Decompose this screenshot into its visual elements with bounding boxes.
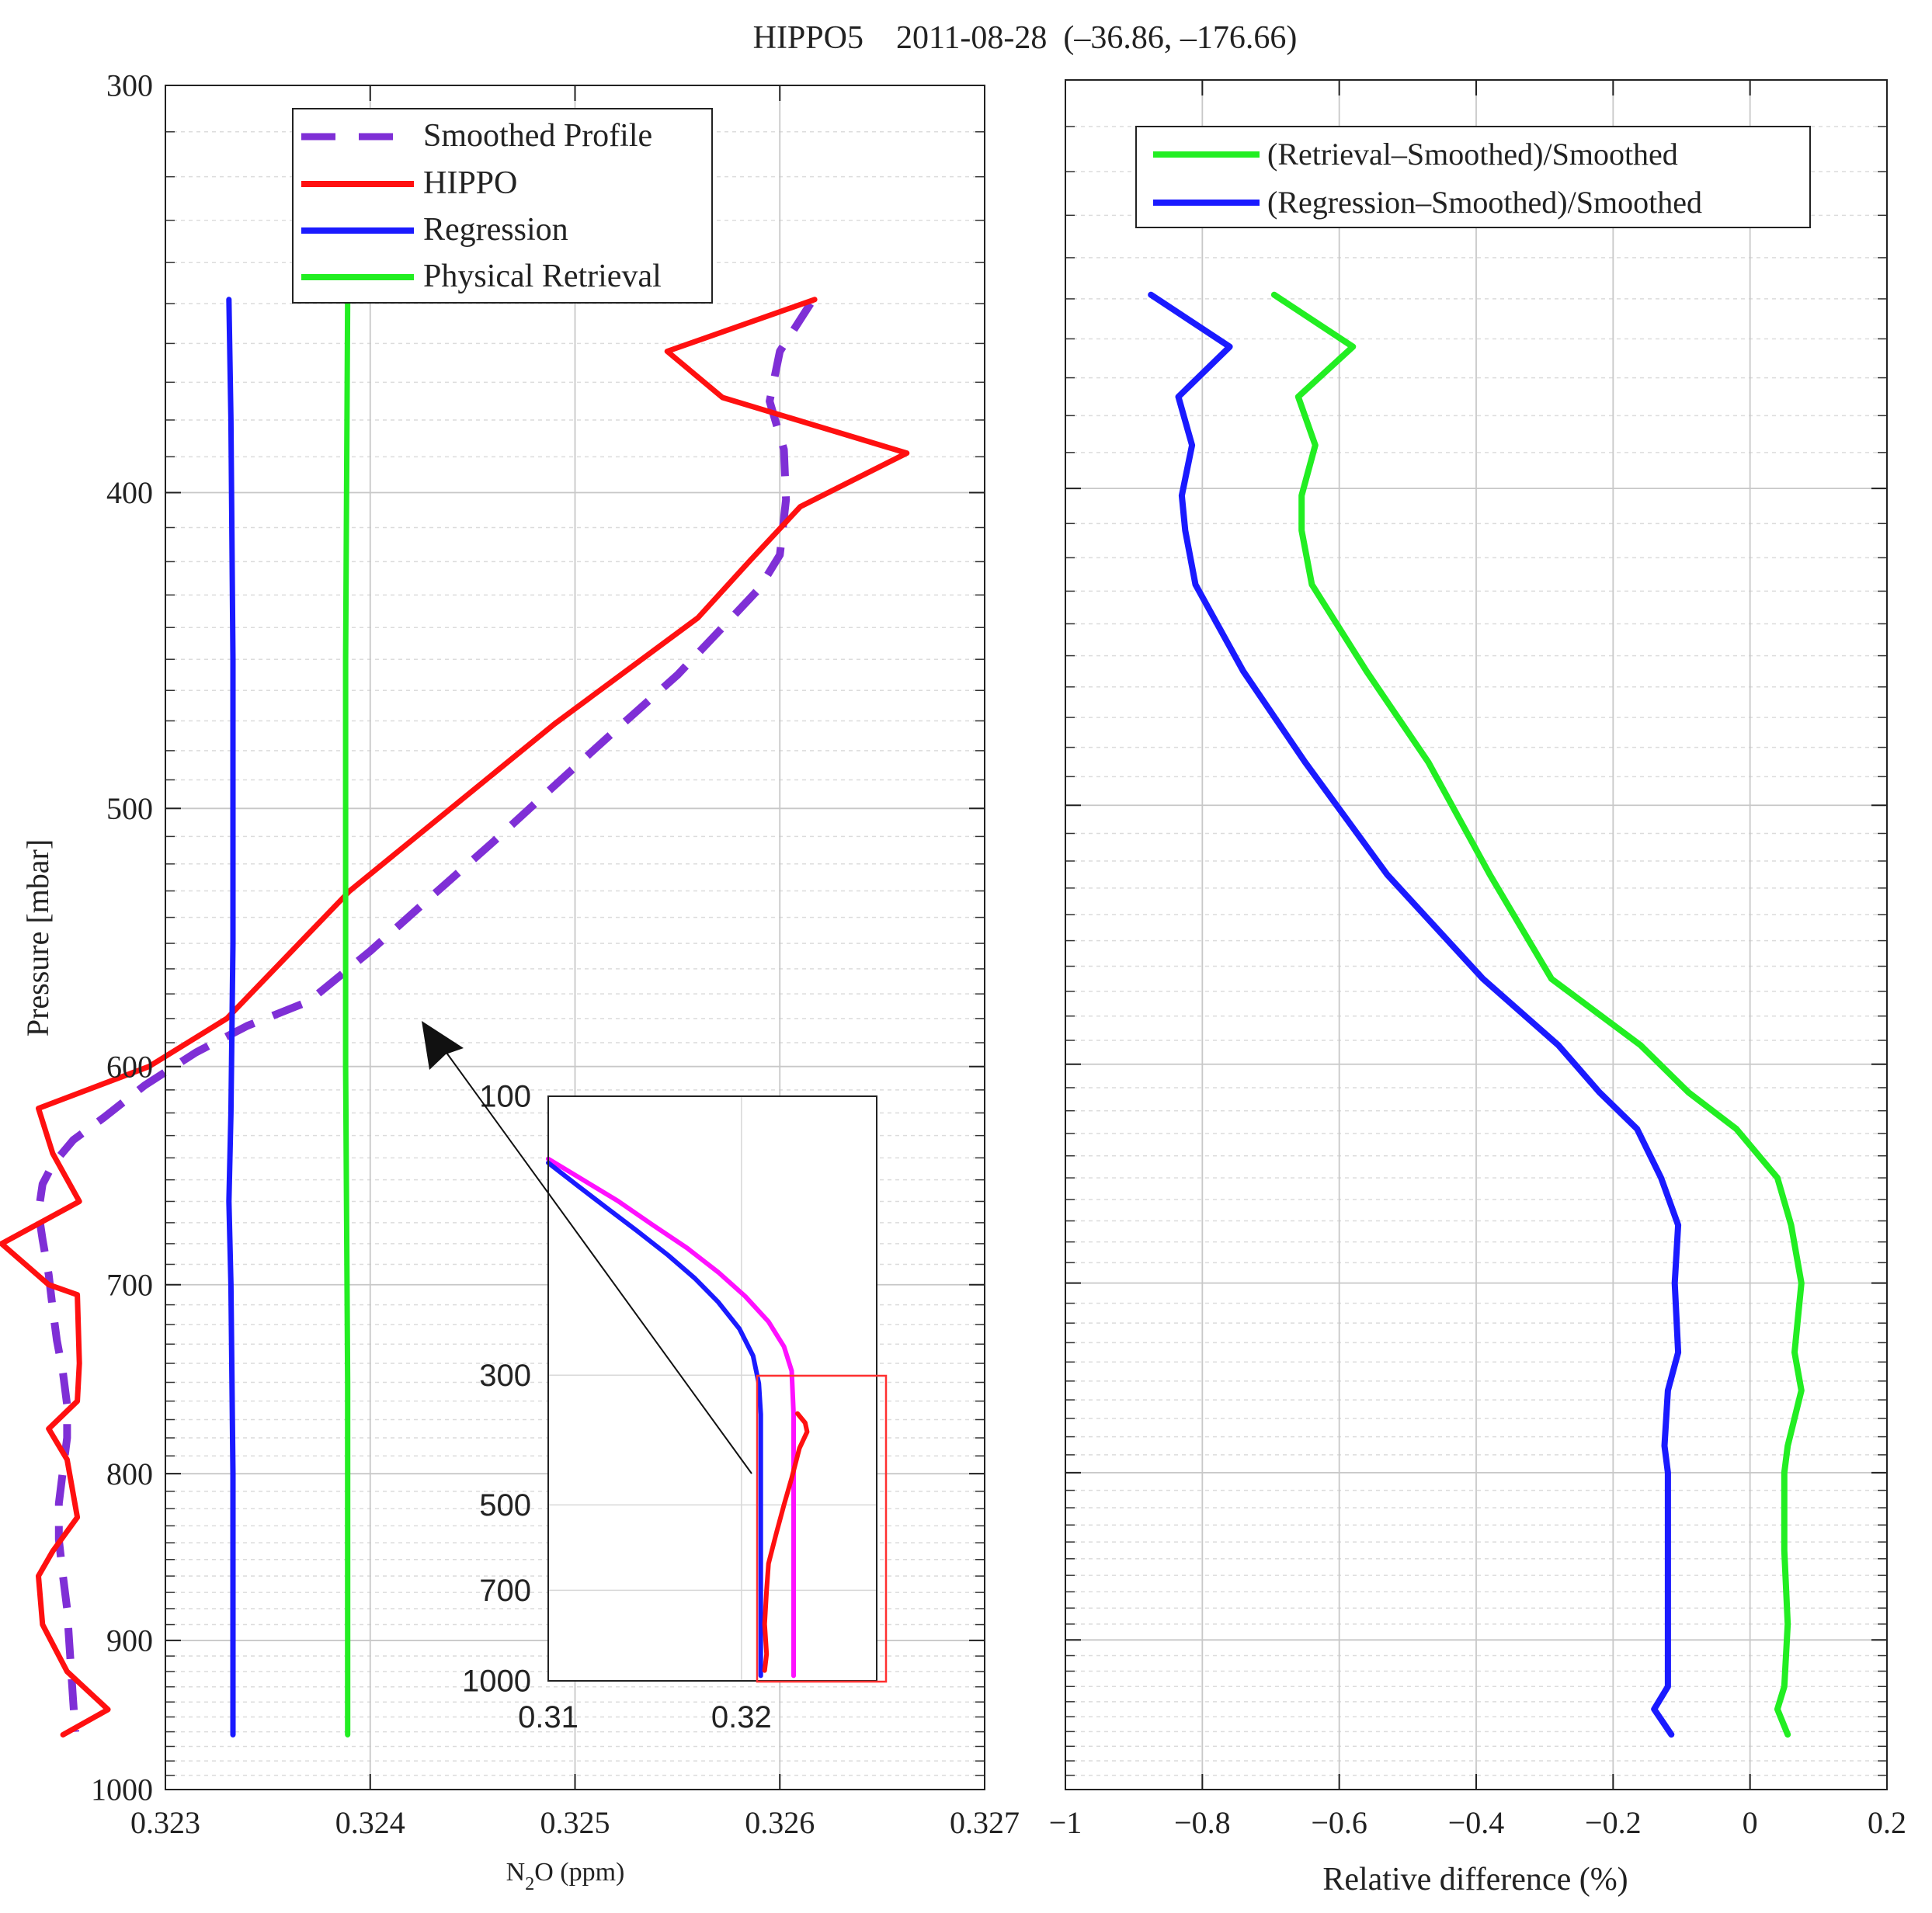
- series-line-red: [762, 1411, 810, 1673]
- left-y-axis-label: Pressure [mbar]: [20, 839, 55, 1036]
- xlabel-subscript: 2: [525, 1874, 534, 1894]
- inset-chart: 0.31 0.32 100 300 500 700 1000: [462, 1080, 888, 1734]
- series-line-smoothed-profile: [34, 301, 815, 1732]
- left-x-tick-label: 0.326: [745, 1805, 815, 1840]
- inset-y-tick-label: 300: [479, 1359, 531, 1393]
- right-x-tick-label: 0.2: [1868, 1805, 1906, 1840]
- inset-series-group: [546, 1156, 810, 1679]
- legend-label-retrieval-diff: (Retrieval–Smoothed)/Smoothed: [1267, 137, 1678, 172]
- right-legend: (Retrieval–Smoothed)/Smoothed (Regressio…: [1135, 126, 1811, 228]
- left-x-tick-label: 0.327: [950, 1805, 1020, 1840]
- right-x-tick-labels: −1 −0.8 −0.6 −0.4 −0.2 0 0.2: [1049, 1805, 1906, 1840]
- inset-y-tick-label: 700: [479, 1574, 531, 1608]
- right-x-tick-label: −0.4: [1448, 1805, 1505, 1840]
- right-grid: [1065, 80, 1887, 1790]
- inset-y-tick-labels: 100 300 500 700 1000: [462, 1080, 531, 1699]
- xlabel-rest: O (ppm): [534, 1858, 624, 1887]
- right-x-tick-label: −0.8: [1174, 1805, 1231, 1840]
- left-x-tick-label: 0.323: [130, 1805, 200, 1840]
- inset-y-tick-label: 1000: [462, 1665, 531, 1699]
- inset-zoom-box: [756, 1374, 888, 1683]
- left-y-tick-label: 700: [106, 1267, 153, 1302]
- right-x-tick-label: −1: [1049, 1805, 1082, 1840]
- series-line-regression-smoothed-smoothed: [1148, 291, 1682, 1738]
- inset-background: [548, 1096, 877, 1681]
- left-y-tick-label: 800: [106, 1456, 153, 1491]
- left-chart: 0.323 0.324 0.325 0.326 0.327 300 400 500 600 70…: [0, 68, 1020, 1894]
- right-x-axis-label: Relative difference (%): [1322, 1862, 1628, 1897]
- series-line-retrieval-smoothed-smoothed: [1270, 291, 1805, 1738]
- series-line-physical-retrieval: [342, 297, 351, 1738]
- right-x-tick-label: −0.2: [1585, 1805, 1642, 1840]
- figure-title: HIPPO5 2011-08-28 (–36.86, –176.66): [753, 20, 1298, 56]
- series-line-hippo: [0, 297, 910, 1738]
- legend-label-regression-diff: (Regression–Smoothed)/Smoothed: [1267, 185, 1702, 220]
- legend-label-hippo: HIPPO: [423, 165, 517, 201]
- inset-x-tick-labels: 0.31 0.32: [518, 1700, 772, 1734]
- legend-label-physical-retrieval: Physical Retrieval: [423, 259, 662, 294]
- right-series-group: [1148, 291, 1805, 1738]
- series-line-magenta: [546, 1156, 796, 1679]
- left-plot-frame: [165, 85, 985, 1790]
- right-x-tick-label: −0.6: [1311, 1805, 1367, 1840]
- legend-label-smoothed: Smoothed Profile: [423, 118, 652, 154]
- inset-y-tick-label: 100: [479, 1080, 531, 1114]
- inset-x-tick-label: 0.31: [518, 1700, 579, 1734]
- left-y-tick-labels: 300 400 500 600 700 800 900 1000: [91, 68, 153, 1807]
- inset-pointer-line: [436, 1038, 752, 1474]
- inset-frame: [547, 1095, 877, 1682]
- legend-label-regression: Regression: [423, 212, 568, 248]
- left-y-tick-label: 600: [106, 1049, 153, 1084]
- left-y-tick-label: 500: [106, 791, 153, 826]
- right-x-tick-label: 0: [1743, 1805, 1758, 1840]
- left-y-tick-label: 400: [106, 475, 153, 510]
- left-series-group: [0, 297, 910, 1738]
- inset-x-tick-label: 0.32: [711, 1700, 772, 1734]
- right-chart: −1 −0.8 −0.6 −0.4 −0.2 0 0.2 Relative differen…: [1049, 79, 1906, 1897]
- series-line-blue: [546, 1160, 763, 1679]
- right-plot-frame: [1065, 79, 1888, 1790]
- left-x-tick-label: 0.324: [335, 1805, 405, 1840]
- inset-y-tick-label: 500: [479, 1488, 531, 1522]
- left-y-tick-label: 300: [106, 68, 153, 103]
- series-line-regression: [226, 297, 236, 1738]
- left-x-axis-label: N2O (ppm): [506, 1858, 625, 1894]
- arrow-head-icon: [422, 1021, 464, 1070]
- left-legend-box: [292, 108, 713, 304]
- left-y-tick-label: 1000: [91, 1772, 153, 1807]
- left-x-tick-labels: 0.323 0.324 0.325 0.326 0.327: [130, 1805, 1020, 1840]
- right-legend-box: [1135, 126, 1811, 228]
- left-y-tick-label: 900: [106, 1623, 153, 1658]
- left-x-tick-label: 0.325: [540, 1805, 610, 1840]
- left-legend: Smoothed Profile HIPPO Regression Physic…: [292, 108, 713, 304]
- xlabel-n: N: [506, 1858, 526, 1887]
